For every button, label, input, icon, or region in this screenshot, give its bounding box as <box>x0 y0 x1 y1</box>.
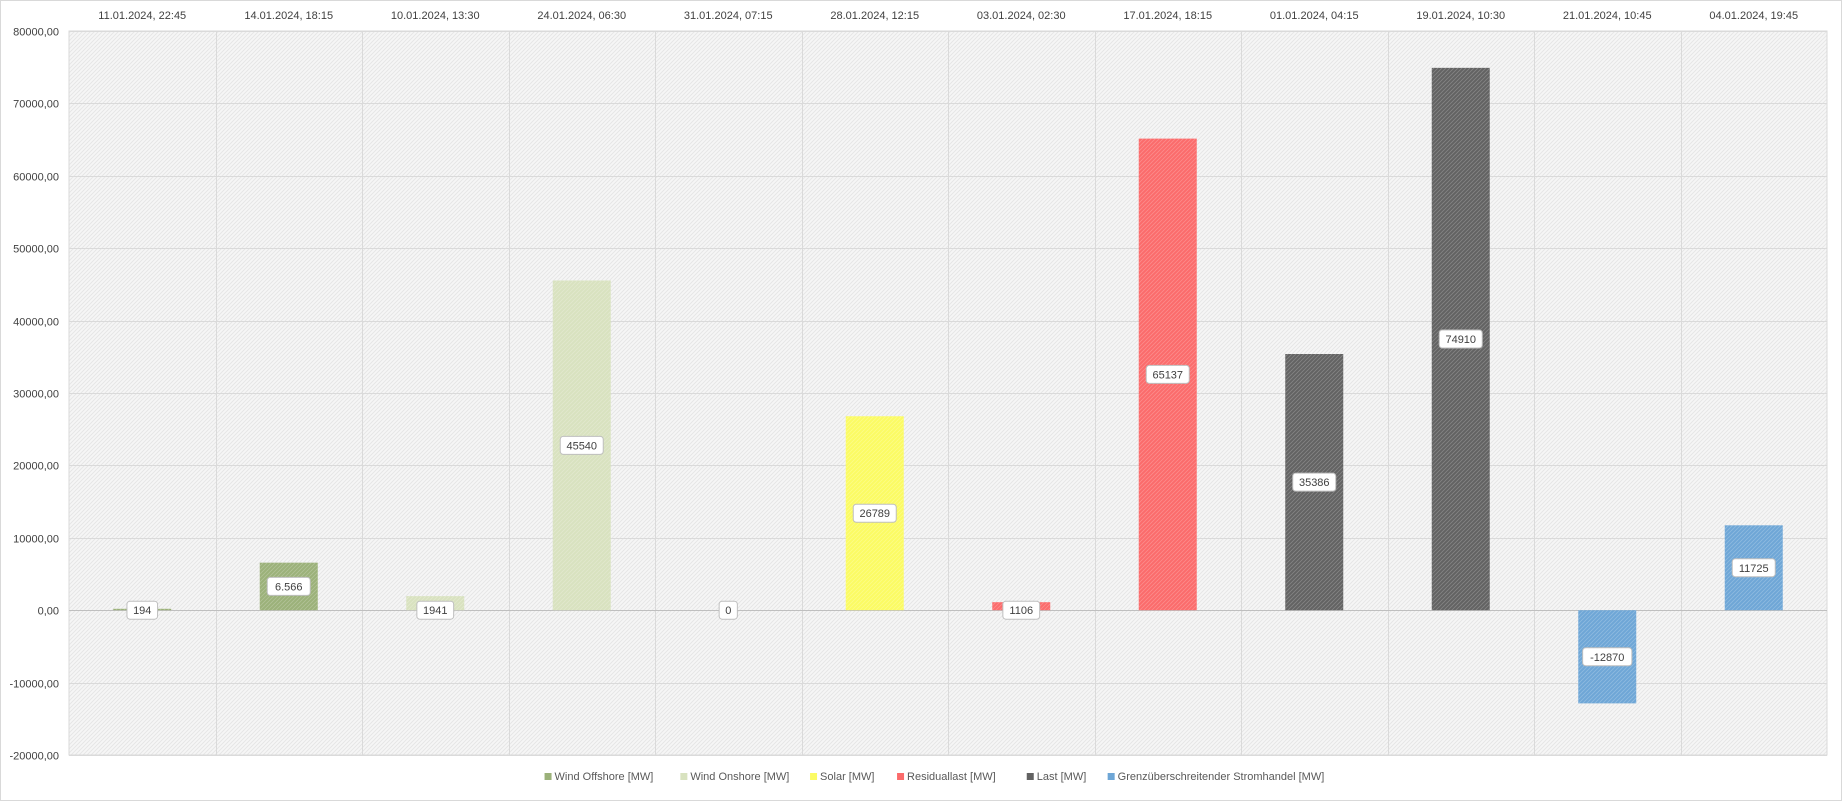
legend-swatch <box>1026 773 1034 780</box>
y-tick-label: 40000,00 <box>13 317 59 329</box>
data-label: 1106 <box>1009 605 1033 617</box>
data-label-box <box>1438 329 1483 349</box>
legend-entry: Last [MW] <box>1037 771 1087 783</box>
data-label: 194 <box>133 605 151 617</box>
category-label: 24.01.2024, 06:30 <box>537 10 626 22</box>
legend-entry: Grenzüberschreitender Stromhandel [MW] <box>1118 771 1325 783</box>
y-tick-label: 50000,00 <box>13 244 59 256</box>
data-label: -12870 <box>1590 652 1624 664</box>
category-label: 19.01.2024, 10:30 <box>1416 10 1505 22</box>
data-label: 6.566 <box>275 581 303 593</box>
data-label-box <box>852 503 897 523</box>
data-label-box <box>1731 558 1776 578</box>
category-label: 10.01.2024, 13:30 <box>391 10 480 22</box>
y-tick-label: 70000,00 <box>13 99 59 111</box>
category-label: 14.01.2024, 18:15 <box>244 10 333 22</box>
category-label: 01.01.2024, 04:15 <box>1270 10 1359 22</box>
data-label: 65137 <box>1152 369 1183 381</box>
category-label: 28.01.2024, 12:15 <box>830 10 919 22</box>
data-label-box <box>559 435 604 455</box>
y-tick-label: 10000,00 <box>13 534 59 546</box>
category-label: 17.01.2024, 18:15 <box>1123 10 1212 22</box>
data-label: 0 <box>725 605 731 617</box>
y-tick-label: -20000,00 <box>9 751 59 763</box>
data-label: 11725 <box>1739 563 1769 575</box>
legend-entry: Solar [MW] <box>820 771 874 783</box>
data-label-box <box>266 576 311 596</box>
category-label: 04.01.2024, 19:45 <box>1709 10 1798 22</box>
legend-swatch <box>1107 773 1115 780</box>
data-label-box <box>1292 472 1337 492</box>
legend-entry: Residuallast [MW] <box>907 771 996 783</box>
category-label: 11.01.2024, 22:45 <box>98 10 186 22</box>
category-label: 21.01.2024, 10:45 <box>1563 10 1652 22</box>
data-label-box <box>1145 364 1190 384</box>
data-label-box <box>1582 647 1633 667</box>
data-label-box <box>1002 600 1041 620</box>
legend-swatch <box>897 773 905 780</box>
y-tick-label: 80000,00 <box>13 27 59 39</box>
legend-entry: Wind Offshore [MW] <box>555 771 654 783</box>
data-label-box <box>718 600 738 620</box>
category-label: 31.01.2024, 07:15 <box>684 10 773 22</box>
data-label: 1941 <box>423 605 447 617</box>
legend-swatch <box>680 773 688 780</box>
data-label-box <box>126 600 159 620</box>
data-label-box <box>416 600 455 620</box>
y-tick-label: 60000,00 <box>13 172 59 184</box>
legend-entry: Wind Onshore [MW] <box>690 771 789 783</box>
category-label: 03.01.2024, 02:30 <box>977 10 1066 22</box>
y-tick-label: -10000,00 <box>9 679 59 691</box>
data-label: 74910 <box>1445 334 1476 346</box>
y-tick-label: 20000,00 <box>13 461 59 473</box>
y-tick-label: 0,00 <box>38 606 59 618</box>
legend-swatch <box>810 773 818 780</box>
data-label: 35386 <box>1299 477 1330 489</box>
data-label: 26789 <box>859 508 890 520</box>
y-tick-label: 30000,00 <box>13 389 59 401</box>
legend-swatch <box>544 773 552 780</box>
data-label: 45540 <box>566 440 597 452</box>
